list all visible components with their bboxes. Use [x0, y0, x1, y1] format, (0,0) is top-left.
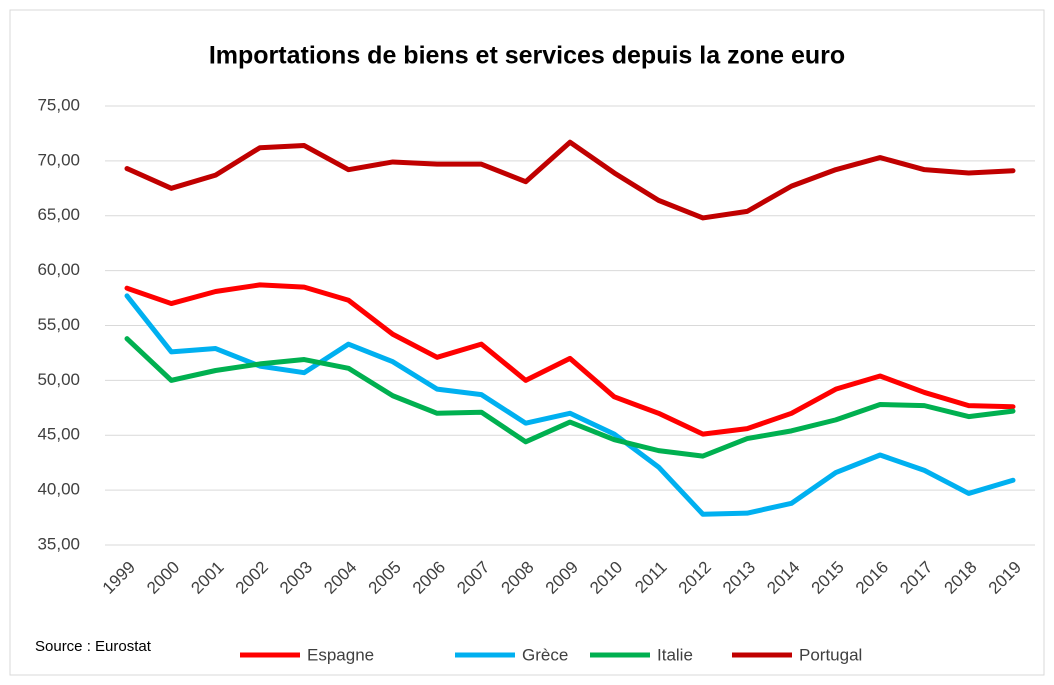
legend-label: Grèce: [522, 645, 568, 664]
y-tick-label: 65,00: [37, 205, 80, 224]
y-tick-label: 40,00: [37, 480, 80, 499]
chart-border: [9, 9, 1045, 676]
series-line: [124, 336, 1016, 459]
y-tick-label: 70,00: [37, 150, 80, 169]
source-note: Source : Eurostat: [35, 638, 152, 655]
y-tick-label: 60,00: [37, 260, 80, 279]
y-tick-label: 75,00: [37, 95, 80, 114]
legend-label: Espagne: [307, 645, 374, 664]
y-tick-label: 45,00: [37, 425, 80, 444]
chart-title: Importations de biens et services depuis…: [209, 42, 845, 70]
legend-label: Portugal: [799, 645, 862, 664]
series-line: [124, 282, 1016, 437]
y-tick-label: 50,00: [37, 370, 80, 389]
series-line: [124, 139, 1016, 221]
series-line: [124, 293, 1016, 517]
y-tick-label: 55,00: [37, 315, 80, 334]
legend-label: Italie: [657, 645, 693, 664]
y-tick-label: 35,00: [37, 534, 80, 553]
